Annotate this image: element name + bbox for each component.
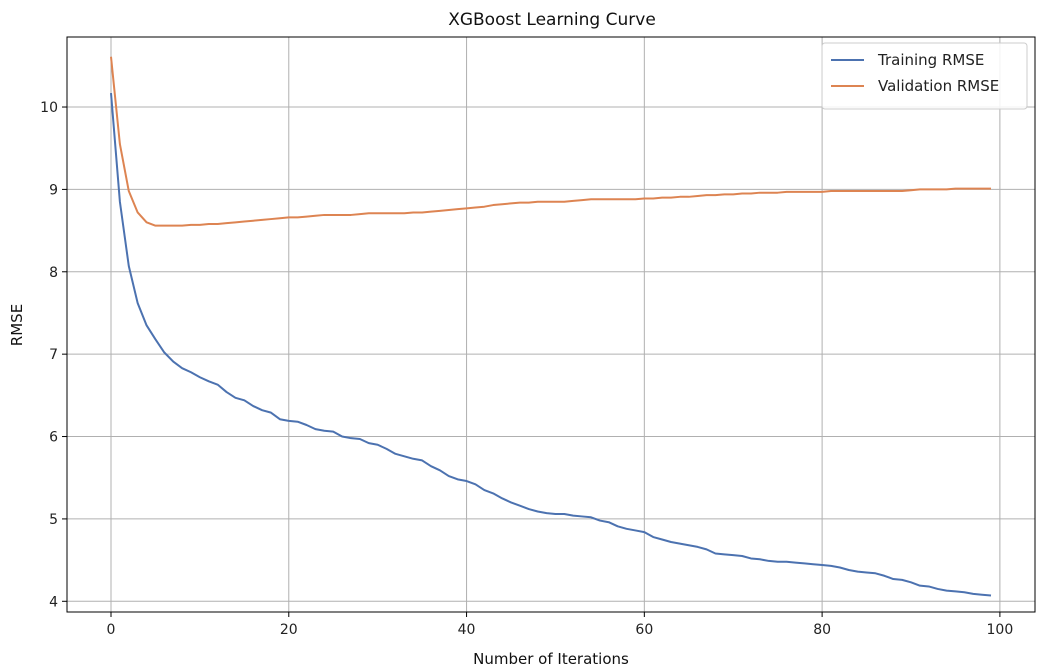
y-tick-label: 5 bbox=[49, 512, 58, 528]
y-axis-label: RMSE bbox=[8, 304, 26, 346]
y-tick-label: 9 bbox=[49, 182, 58, 198]
x-tick-label: 0 bbox=[107, 622, 116, 638]
y-tick-label: 6 bbox=[49, 430, 58, 446]
axis-ticks: 0 20 40 60 80 100 4 5 6 7 8 9 10 bbox=[40, 100, 1013, 638]
series-lines bbox=[110, 56, 992, 597]
chart-title: XGBoost Learning Curve bbox=[448, 10, 656, 30]
series-line-1 bbox=[110, 56, 991, 227]
series-line-0 bbox=[110, 92, 992, 597]
x-tick-label: 60 bbox=[635, 622, 653, 638]
x-tick-label: 20 bbox=[280, 622, 298, 638]
grid bbox=[67, 37, 1035, 612]
legend: Training RMSE Validation RMSE bbox=[821, 42, 1028, 110]
y-tick-label: 10 bbox=[40, 100, 58, 116]
legend-label: Training RMSE bbox=[877, 51, 984, 69]
x-tick-label: 80 bbox=[813, 622, 831, 638]
legend-box bbox=[821, 42, 1028, 110]
y-tick-label: 4 bbox=[49, 594, 58, 610]
x-axis-label: Number of Iterations bbox=[473, 650, 629, 668]
y-tick-label: 7 bbox=[49, 347, 58, 363]
plot-frame bbox=[66, 36, 1036, 613]
x-tick-label: 40 bbox=[458, 622, 476, 638]
x-tick-label: 100 bbox=[987, 622, 1014, 638]
legend-label: Validation RMSE bbox=[878, 77, 999, 95]
y-tick-label: 8 bbox=[49, 265, 58, 281]
